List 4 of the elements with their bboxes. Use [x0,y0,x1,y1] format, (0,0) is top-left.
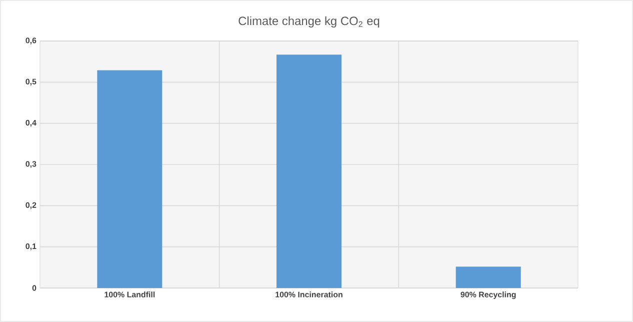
chart-title: Climate change kg CO$_{2}$ eq [238,16,380,28]
bar [456,266,521,288]
bar [276,54,342,288]
bar [97,70,162,288]
